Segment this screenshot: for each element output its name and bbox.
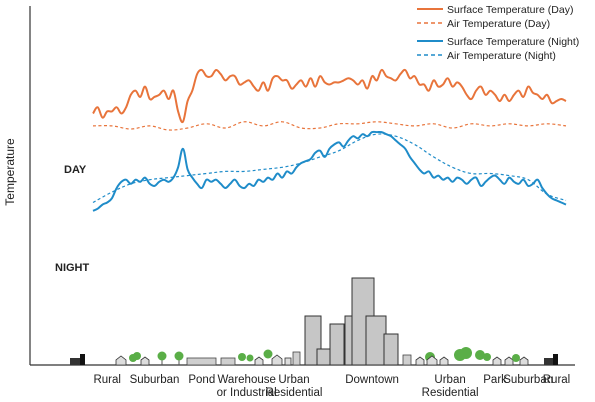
legend: Surface Temperature (Day) Air Temperatur… — [417, 4, 579, 62]
zone-labels: Rural Suburban Pond Warehouse or IndustrialU… — [93, 374, 570, 399]
zone-label: Park — [483, 374, 507, 386]
series-line-surface-night — [92, 130, 567, 212]
zone-label-line: Urban — [278, 374, 309, 386]
pond-trees — [157, 351, 184, 365]
suburban-houses-left — [115, 352, 150, 366]
zone-label: Suburban — [130, 374, 180, 386]
rural-buildings-left — [70, 354, 85, 365]
zone-label: Rural — [93, 374, 120, 386]
zone-label: Pond — [188, 374, 215, 386]
residential-houses-left — [254, 349, 301, 366]
zone-label-line: Residential — [422, 387, 479, 399]
zone-label-line: Warehouse — [218, 374, 276, 386]
zone-label-line: or Industrial — [217, 387, 277, 399]
series-line-surface-day — [92, 68, 567, 124]
y-axis-label: Temperature — [3, 138, 17, 206]
legend-label-air-day: Air Temperature (Day) — [447, 18, 550, 30]
zone-label-line: Urban — [434, 374, 465, 386]
legend-label-surface-night: Surface Temperature (Night) — [447, 36, 579, 48]
legend-label-surface-day: Surface Temperature (Day) — [447, 4, 573, 16]
zone-label: Suburban — [503, 374, 553, 386]
series-line-air-night — [92, 133, 567, 204]
landscape-illustration — [70, 277, 558, 366]
residential-houses-right — [402, 352, 449, 366]
zone-label-line: Residential — [266, 387, 323, 399]
zone-label: Downtown — [345, 374, 399, 386]
legend-label-air-night: Air Temperature (Night) — [447, 50, 556, 62]
warehouse-buildings — [186, 353, 254, 366]
rural-buildings-right — [544, 354, 558, 365]
night-marker-label: NIGHT — [55, 262, 90, 274]
zone-label: Rural — [543, 374, 570, 386]
zone-label-line: Rural — [93, 374, 120, 386]
day-marker-label: DAY — [64, 164, 87, 176]
zone-label-line: Park — [483, 374, 507, 386]
zone-label-line: Suburban — [130, 374, 180, 386]
suburban-houses-right — [492, 354, 529, 366]
zone-label-line: Downtown — [345, 374, 399, 386]
park-trees — [454, 347, 491, 361]
zone-label-line: Rural — [543, 374, 570, 386]
zone-label-line: Pond — [188, 374, 215, 386]
zone-label: Urban Residential — [422, 374, 479, 399]
series-line-air-day — [92, 121, 567, 131]
zone-label: Urban Residential — [266, 374, 323, 399]
zone-label: Warehouse or Industrial — [217, 374, 277, 399]
downtown-buildings — [304, 277, 399, 366]
zone-label-line: Suburban — [503, 374, 553, 386]
series-group — [92, 68, 567, 212]
